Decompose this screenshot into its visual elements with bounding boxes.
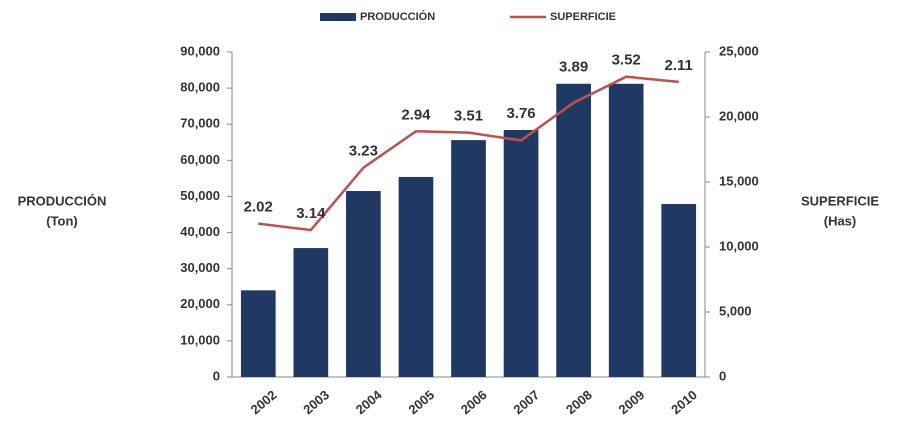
y-tick-label: 0 xyxy=(213,368,220,383)
line xyxy=(258,75,679,232)
annotation: 2.11 xyxy=(665,57,693,74)
y2-tick-label: 0 xyxy=(719,368,726,383)
y-tick-label: 40,000 xyxy=(180,224,220,239)
x-tick-label: 2004 xyxy=(353,387,385,418)
y-axis-title: PRODUCCIÓN xyxy=(18,193,107,208)
y2-tick-label: 10,000 xyxy=(719,238,759,253)
bar xyxy=(293,248,329,377)
y2-axis-title: SUPERFICIE xyxy=(801,193,879,208)
bar xyxy=(346,191,381,377)
y-tick-label: 60,000 xyxy=(180,152,220,167)
y-tick-label: 90,000 xyxy=(180,43,220,58)
y-tick-label: 10,000 xyxy=(180,332,220,347)
y-tick-label: 50,000 xyxy=(180,188,220,203)
bar xyxy=(240,290,276,377)
annotation: 3.14 xyxy=(296,205,326,222)
y2-tick-label: 15,000 xyxy=(719,173,759,188)
annotation: 3.51 xyxy=(454,108,483,125)
y2-tick-label: 5,000 xyxy=(719,303,752,318)
annotation: 2.94 xyxy=(401,106,431,123)
y-tick-label: 30,000 xyxy=(180,260,220,275)
legend-swatch xyxy=(320,13,356,21)
annotation: 3.89 xyxy=(559,59,588,76)
bar xyxy=(661,204,697,377)
x-tick-label: 2009 xyxy=(616,387,648,417)
x-tick-label: 2008 xyxy=(563,387,595,417)
y-tick-label: 20,000 xyxy=(180,296,220,311)
annotation: 3.76 xyxy=(506,105,535,122)
legend-label: SUPERFICIE xyxy=(550,11,616,23)
y2-tick-label: 20,000 xyxy=(719,108,759,123)
x-tick-label: 2007 xyxy=(510,387,542,417)
bar xyxy=(556,83,591,378)
annotation: 3.52 xyxy=(612,52,641,69)
bar xyxy=(398,176,434,377)
x-tick-label: 2005 xyxy=(405,387,437,417)
y-tick-label: 70,000 xyxy=(180,116,220,131)
x-tick-label: 2006 xyxy=(458,387,490,417)
bar xyxy=(503,130,539,377)
annotation: 2.02 xyxy=(244,199,273,216)
x-tick-label: 2010 xyxy=(668,387,700,417)
y-axis-title: (Ton) xyxy=(46,213,78,228)
x-tick-label: 2002 xyxy=(248,387,280,417)
legend-label: PRODUCCIÓN xyxy=(360,10,435,23)
x-tick-label: 2003 xyxy=(300,387,332,417)
annotation: 3.23 xyxy=(349,143,378,160)
y-tick-label: 80,000 xyxy=(180,80,220,95)
y2-axis-title: (Has) xyxy=(824,213,857,228)
y2-tick-label: 25,000 xyxy=(719,43,759,58)
bar xyxy=(608,83,644,378)
bar xyxy=(451,140,486,377)
